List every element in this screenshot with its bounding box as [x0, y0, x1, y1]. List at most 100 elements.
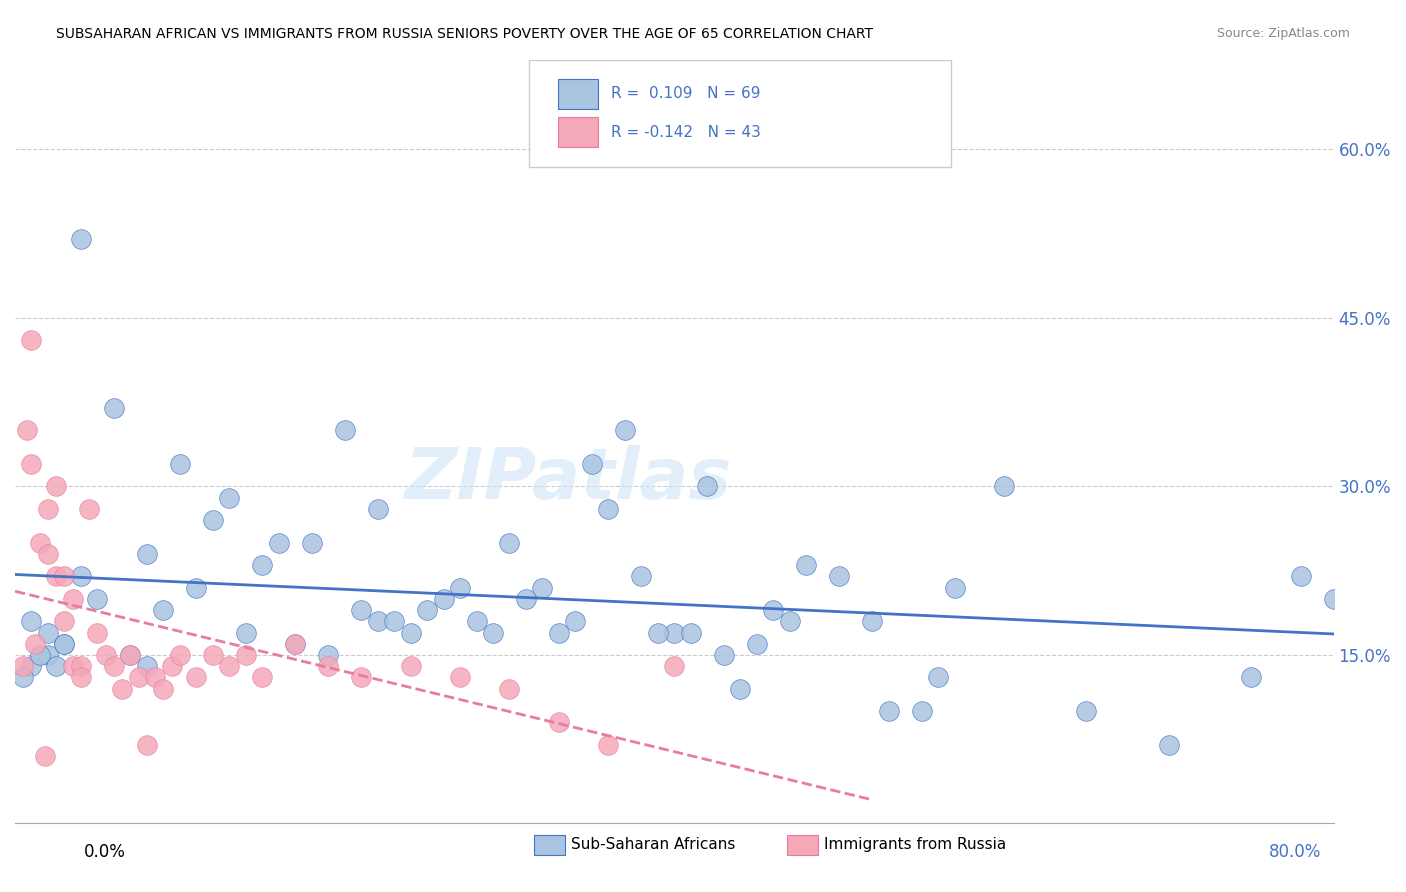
Point: [284, 637, 307, 651]
Point: [860, 614, 883, 628]
Point: [679, 625, 702, 640]
Text: R =  0.109   N = 69: R = 0.109 N = 69: [612, 87, 761, 102]
Point: [169, 648, 191, 662]
Point: [399, 625, 422, 640]
Point: [993, 479, 1015, 493]
Point: [37, 502, 59, 516]
Point: [86, 591, 108, 606]
Point: [103, 659, 125, 673]
Point: [1240, 670, 1263, 684]
Point: [728, 681, 751, 696]
Point: [111, 681, 134, 696]
Point: [53, 614, 76, 628]
Point: [1323, 591, 1346, 606]
Point: [77, 502, 100, 516]
Point: [53, 637, 76, 651]
Point: [877, 704, 900, 718]
Point: [135, 738, 157, 752]
Point: [613, 423, 636, 437]
Point: [160, 659, 183, 673]
Point: [70, 569, 93, 583]
Point: [647, 625, 669, 640]
Point: [416, 603, 439, 617]
Point: [713, 648, 735, 662]
Text: Sub-Saharan Africans: Sub-Saharan Africans: [571, 838, 735, 852]
Point: [333, 423, 356, 437]
Point: [367, 614, 389, 628]
Point: [70, 670, 93, 684]
Text: 0.0%: 0.0%: [84, 843, 127, 861]
Text: Immigrants from Russia: Immigrants from Russia: [824, 838, 1007, 852]
Point: [28, 535, 51, 549]
Point: [548, 715, 571, 730]
Point: [70, 659, 93, 673]
Point: [62, 659, 84, 673]
Point: [432, 591, 454, 606]
Point: [598, 502, 620, 516]
Point: [515, 591, 537, 606]
Point: [86, 625, 108, 640]
Point: [37, 547, 59, 561]
Point: [143, 670, 166, 684]
Bar: [558, 78, 598, 109]
Text: R = -0.142   N = 43: R = -0.142 N = 43: [612, 125, 761, 140]
Point: [745, 637, 768, 651]
Point: [15, 423, 38, 437]
Point: [399, 659, 422, 673]
Point: [20, 457, 42, 471]
Point: [465, 614, 488, 628]
Point: [70, 232, 93, 246]
Point: [235, 625, 257, 640]
Point: [20, 334, 42, 348]
Point: [103, 401, 125, 415]
Point: [350, 603, 373, 617]
Bar: [558, 117, 598, 147]
Point: [449, 581, 471, 595]
Point: [218, 659, 240, 673]
Point: [301, 535, 323, 549]
Point: [20, 614, 42, 628]
Point: [762, 603, 785, 617]
Text: ZIPatlas: ZIPatlas: [405, 445, 733, 514]
Point: [284, 637, 307, 651]
Point: [927, 670, 949, 684]
Point: [45, 569, 67, 583]
Point: [24, 637, 46, 651]
Point: [598, 738, 620, 752]
Point: [37, 648, 59, 662]
Point: [910, 704, 932, 718]
Point: [367, 502, 389, 516]
Point: [1157, 738, 1180, 752]
Point: [564, 614, 586, 628]
Point: [53, 637, 76, 651]
Point: [53, 569, 76, 583]
Point: [779, 614, 801, 628]
Point: [252, 558, 274, 573]
Text: 80.0%: 80.0%: [1270, 843, 1322, 861]
Point: [1076, 704, 1098, 718]
Point: [482, 625, 505, 640]
Point: [135, 659, 157, 673]
Point: [128, 670, 150, 684]
Point: [169, 457, 191, 471]
Point: [794, 558, 817, 573]
Point: [62, 591, 84, 606]
Point: [828, 569, 851, 583]
Point: [45, 479, 67, 493]
Point: [1289, 569, 1312, 583]
Point: [316, 648, 339, 662]
Point: [498, 681, 520, 696]
Point: [218, 491, 240, 505]
Point: [34, 749, 56, 764]
Point: [28, 648, 51, 662]
Point: [13, 659, 35, 673]
Point: [94, 648, 117, 662]
Point: [449, 670, 471, 684]
Text: SUBSAHARAN AFRICAN VS IMMIGRANTS FROM RUSSIA SENIORS POVERTY OVER THE AGE OF 65 : SUBSAHARAN AFRICAN VS IMMIGRANTS FROM RU…: [56, 27, 873, 41]
Point: [267, 535, 290, 549]
Point: [382, 614, 405, 628]
Point: [201, 513, 224, 527]
Text: Source: ZipAtlas.com: Source: ZipAtlas.com: [1216, 27, 1350, 40]
Point: [135, 547, 157, 561]
Point: [37, 625, 59, 640]
